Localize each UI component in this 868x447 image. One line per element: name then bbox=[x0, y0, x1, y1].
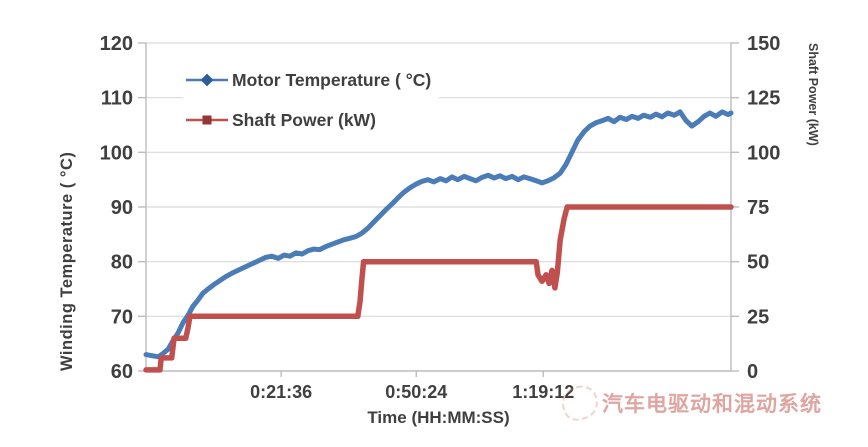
y-axis-right-title: Shaft Power (kW) bbox=[806, 43, 820, 371]
legend-label: Shaft Power (kW) bbox=[232, 109, 376, 130]
y-axis-left-title-text: Winding Temperature ( °C) bbox=[58, 151, 76, 371]
x-tick-label: 1:19:12 bbox=[512, 382, 574, 402]
legend-item-shaft-power: Shaft Power (kW) bbox=[185, 100, 431, 140]
y-left-tick-label: 120 bbox=[100, 33, 133, 55]
y-left-tick-label: 110 bbox=[101, 88, 133, 110]
y-right-tick-label: 100 bbox=[747, 142, 780, 164]
legend-item-motor-temperature: Motor Temperature ( °C) bbox=[185, 60, 431, 100]
y-axis-right-title-text: Shaft Power (kW) bbox=[806, 43, 820, 146]
watermark: 汽车电驱动和混动系统 bbox=[558, 382, 822, 424]
x-axis-title: Time (HH:MM:SS) bbox=[146, 408, 731, 428]
y-right-tick-label: 75 bbox=[747, 197, 769, 219]
watermark-logo-icon bbox=[558, 382, 602, 424]
series-line-shaft-power bbox=[143, 204, 734, 373]
y-right-tick-label: 0 bbox=[747, 361, 758, 383]
series-line-motor-temperature bbox=[143, 109, 734, 360]
x-tick-label: 0:50:24 bbox=[385, 382, 447, 402]
y-right-tick-label: 150 bbox=[747, 33, 780, 55]
watermark-text: 汽车电驱动和混动系统 bbox=[602, 392, 822, 416]
y-axis-left-title: Winding Temperature ( °C) bbox=[58, 43, 77, 371]
y-left-tick-label: 60 bbox=[111, 361, 133, 383]
legend-label: Motor Temperature ( °C) bbox=[232, 69, 432, 90]
y-left-tick-label: 80 bbox=[111, 252, 133, 274]
diamond-marker-icon bbox=[186, 73, 228, 87]
y-right-tick-label: 25 bbox=[747, 306, 769, 328]
x-axis-title-text: Time (HH:MM:SS) bbox=[367, 408, 510, 427]
x-tick-label: 0:21:36 bbox=[250, 382, 312, 402]
y-right-tick-label: 125 bbox=[747, 88, 780, 110]
y-right-tick-label: 50 bbox=[747, 252, 769, 274]
y-left-tick-label: 100 bbox=[100, 142, 133, 164]
y-left-tick-label: 90 bbox=[111, 197, 133, 219]
chart-legend: Motor Temperature ( °C) Shaft Power (kW) bbox=[183, 58, 440, 142]
square-marker-icon bbox=[186, 115, 228, 125]
y-left-tick-label: 70 bbox=[111, 306, 133, 328]
